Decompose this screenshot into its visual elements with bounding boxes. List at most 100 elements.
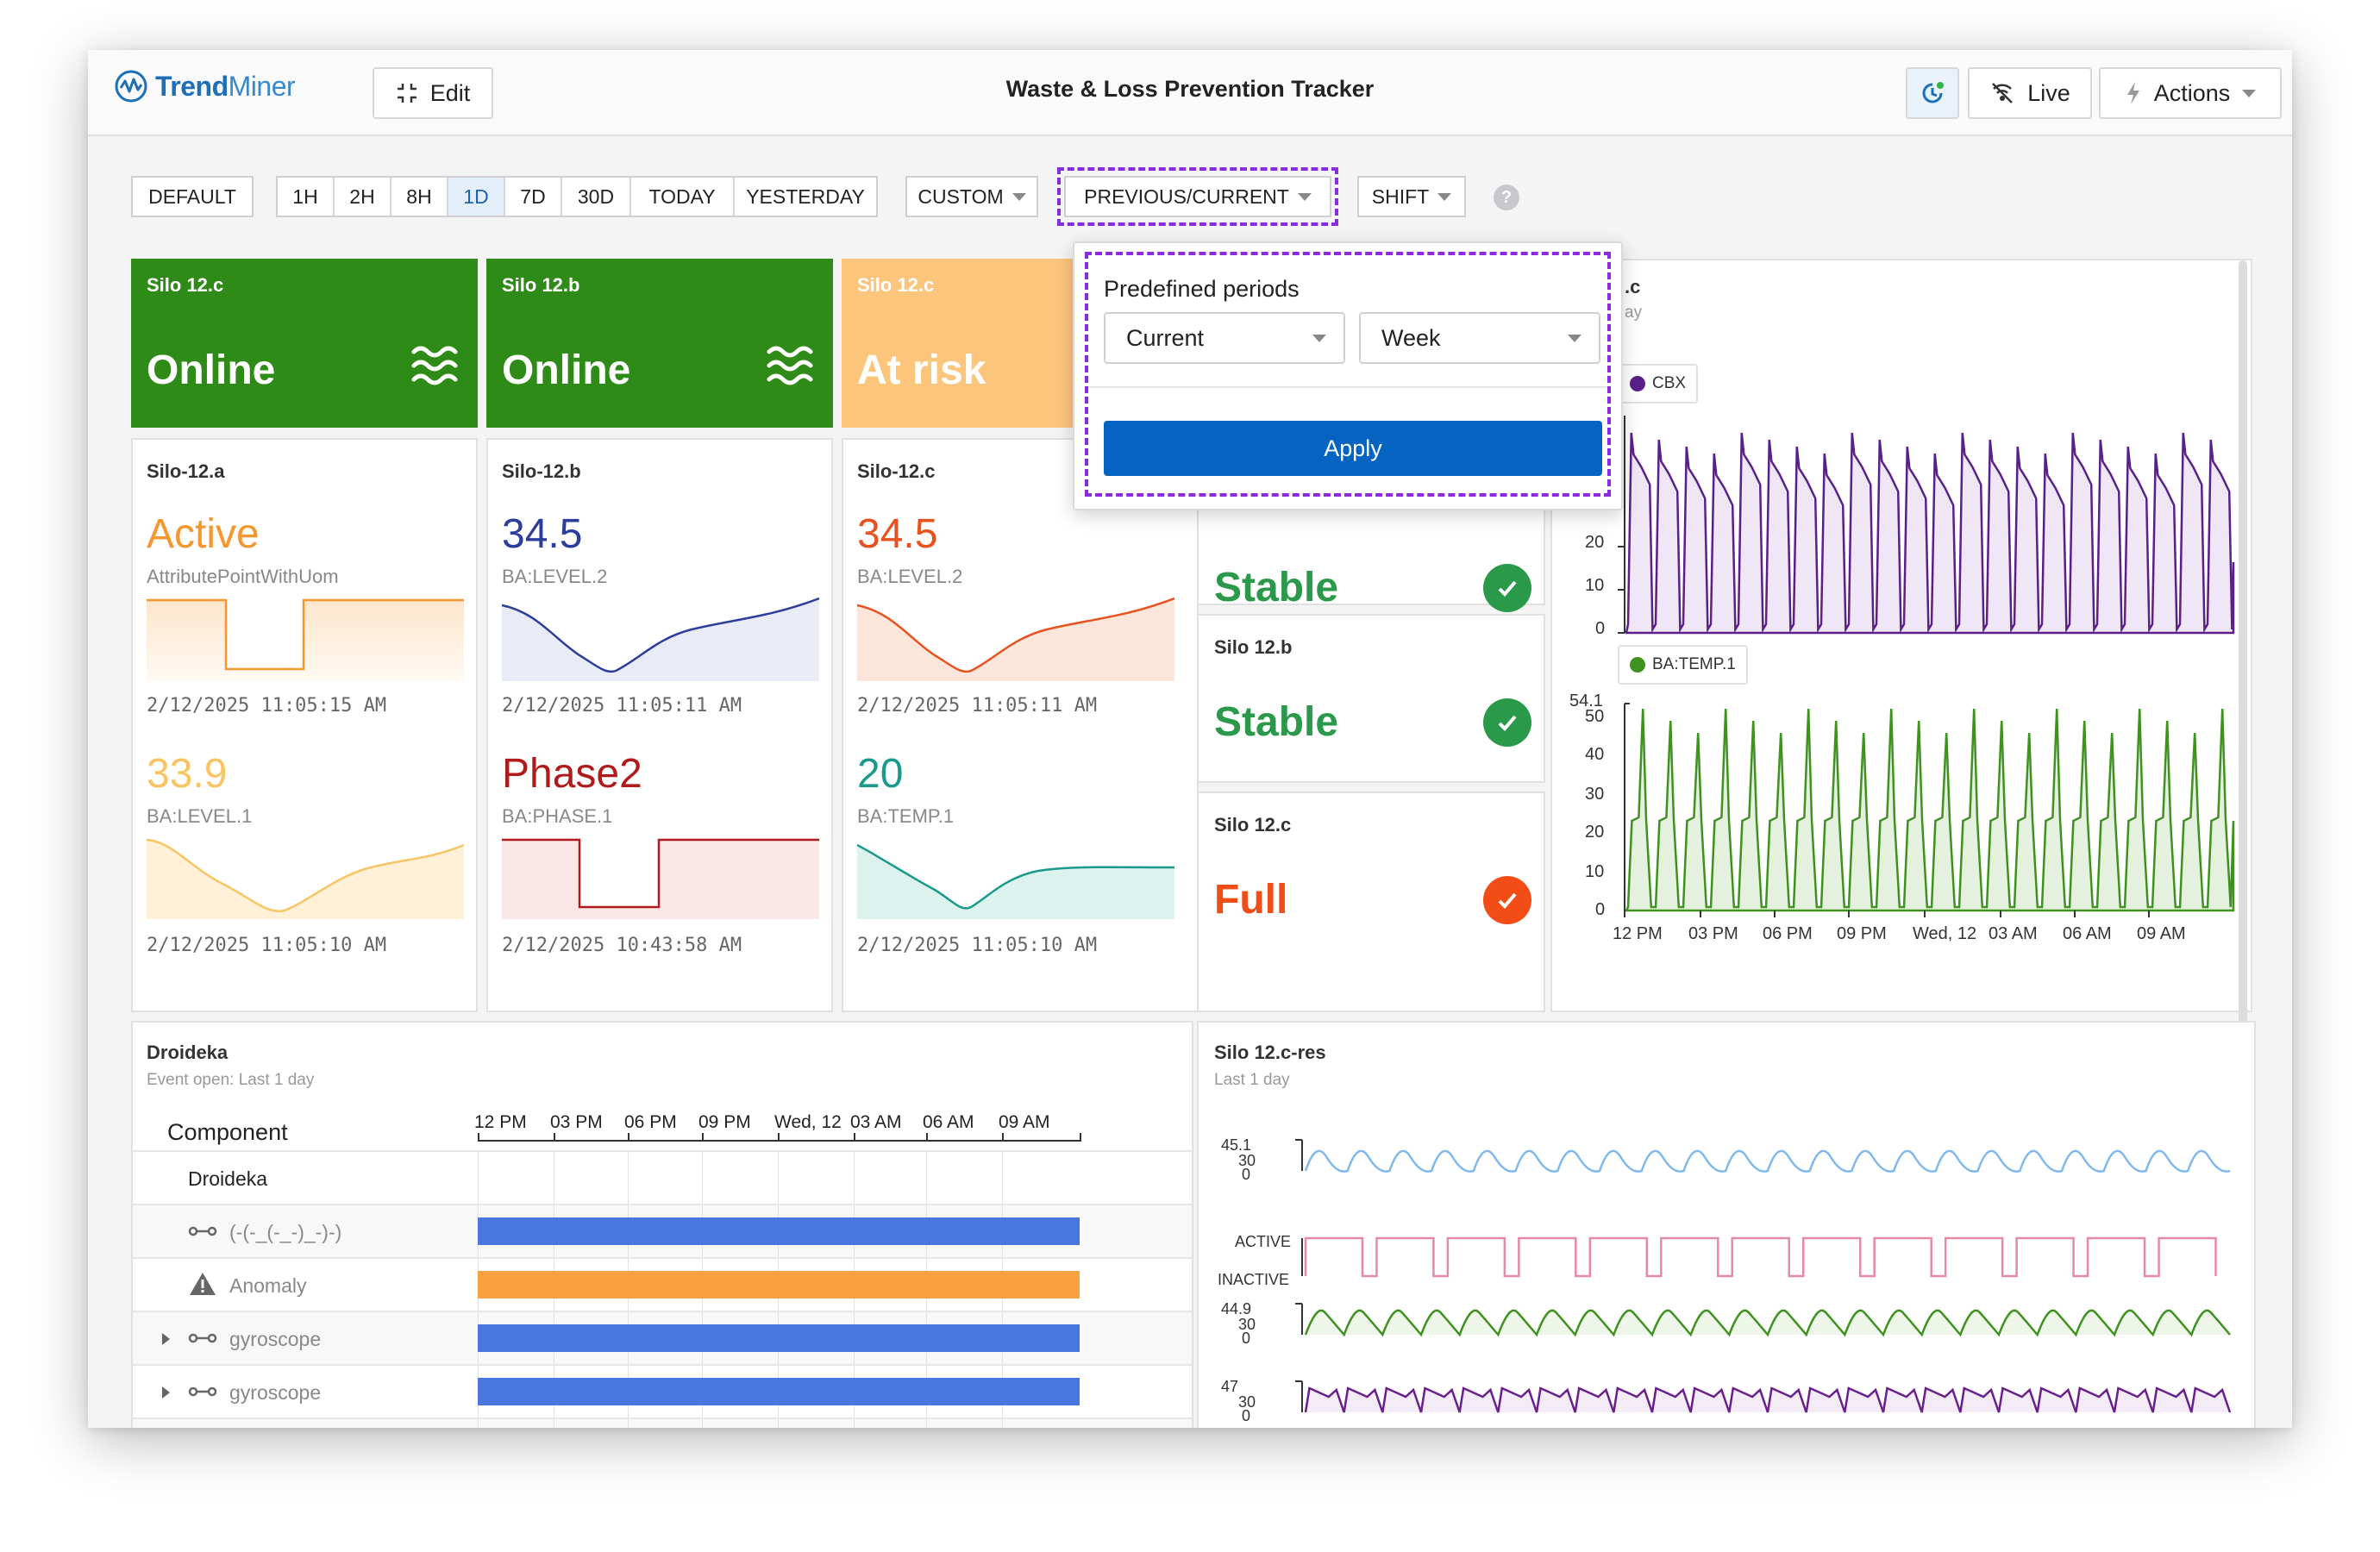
status-tile[interactable]: Silo 12.b Online: [486, 259, 833, 428]
value-card[interactable]: Silo-12.a Active AttributePointWithUom 2…: [131, 438, 478, 1012]
sparkline-step: [502, 838, 819, 919]
stack-trace[interactable]: 47 30 0: [1199, 1378, 2258, 1428]
time-range-selector: 1H 2H 8H 1D 7D 30D TODAY YESTERDAY: [276, 176, 878, 217]
range-1h[interactable]: 1H: [278, 178, 335, 216]
y1-tick: 10: [1585, 576, 1605, 595]
range-8h[interactable]: 8H: [391, 178, 448, 216]
clock-refresh-icon: [1922, 82, 1944, 103]
value-card[interactable]: Silo-12.c 34.5 BA:LEVEL.2 2/12/2025 11:0…: [842, 438, 1199, 1012]
actions-label: Actions: [2153, 79, 2231, 106]
y2-tick: 40: [1585, 745, 1605, 764]
timeline-row[interactable]: Droideka: [133, 1150, 1192, 1205]
live-label: Live: [2027, 79, 2070, 106]
previous-current-label: PREVIOUS/CURRENT: [1084, 185, 1289, 208]
timeline-tick-mark: [702, 1133, 704, 1142]
range-1d[interactable]: 1D: [448, 178, 505, 216]
actions-button[interactable]: Actions: [2099, 67, 2282, 119]
expand-chevron-icon[interactable]: [162, 1333, 170, 1345]
timeline-row[interactable]: gyroscope: [133, 1364, 1192, 1419]
trace-line: [1295, 1380, 2232, 1413]
tile-status: Online: [502, 347, 631, 393]
period-unit-select[interactable]: Week: [1359, 312, 1600, 364]
value-card[interactable]: Silo-12.b 34.5 BA:LEVEL.2 2/12/2025 11:0…: [486, 438, 833, 1012]
timeline-row[interactable]: PI Event Frame: [133, 1417, 1192, 1428]
timeline-row[interactable]: Anomaly: [133, 1257, 1192, 1312]
timeline-row[interactable]: (-(-_(-_-)_-)-): [133, 1204, 1192, 1259]
apply-button[interactable]: Apply: [1104, 421, 1602, 476]
sparkline-trend: [502, 597, 819, 681]
event-bar[interactable]: [478, 1324, 1080, 1352]
temp-chart: [1624, 703, 2235, 917]
range-30d[interactable]: 30D: [562, 178, 631, 216]
trace-line: [1301, 1236, 2217, 1278]
timeline-x-tick: 06 PM: [624, 1112, 677, 1132]
stack-trace[interactable]: 44.9 30 0: [1199, 1300, 2258, 1369]
stacked-trend-card[interactable]: Silo 12.c-res Last 1 day 45.1 30 0 ACTIVE IN…: [1197, 1021, 2256, 1428]
timeline-tick-mark: [778, 1133, 780, 1142]
trace-axis-label: 30: [1238, 1393, 1256, 1411]
card-label: Silo-12.a: [147, 460, 225, 482]
sparkline-step: [147, 598, 464, 681]
primary-timestamp: 2/12/2025 11:05:15 AM: [147, 695, 387, 717]
timeline-row[interactable]: gyroscope: [133, 1311, 1192, 1366]
secondary-value: 20: [857, 751, 904, 797]
chevron-down-icon: [1297, 192, 1312, 201]
apply-label: Apply: [1324, 435, 1382, 461]
legend-temp[interactable]: BA:TEMP.1: [1618, 645, 1748, 685]
lightning-icon: [2126, 82, 2139, 104]
grid-line: [854, 1152, 855, 1205]
event-timeline-card[interactable]: Droideka Event open: Last 1 day Componen…: [131, 1021, 1193, 1428]
shift-dropdown[interactable]: SHIFT: [1357, 176, 1466, 217]
component-column-header: Component: [167, 1119, 288, 1145]
history-button[interactable]: [1906, 67, 1959, 119]
range-today[interactable]: TODAY: [631, 178, 735, 216]
predefined-periods-popover: Predefined periods Current Week Apply: [1073, 241, 1623, 510]
trendminer-logo[interactable]: TrendMiner: [114, 69, 296, 103]
secondary-value: Phase2: [502, 751, 642, 797]
check-circle-icon: [1483, 564, 1531, 612]
range-yesterday[interactable]: YESTERDAY: [746, 185, 865, 208]
edit-label: Edit: [429, 79, 471, 106]
help-icon[interactable]: ?: [1494, 185, 1519, 210]
stack-subtitle: Last 1 day: [1214, 1071, 1290, 1089]
trace-line: [1295, 1139, 2231, 1173]
event-bar[interactable]: [478, 1271, 1080, 1299]
link-icon: [188, 1386, 217, 1397]
default-button[interactable]: DEFAULT: [131, 176, 254, 217]
status-tile[interactable]: Silo 12.c Online: [131, 259, 478, 428]
y1-tick: 20: [1585, 533, 1605, 552]
event-bar[interactable]: [478, 1217, 1080, 1245]
state-card[interactable]: Silo 12.c Full: [1197, 792, 1545, 1012]
legend-cbx[interactable]: CBX: [1618, 364, 1699, 404]
period-mode-select[interactable]: Current: [1104, 312, 1345, 364]
event-bar[interactable]: [478, 1378, 1080, 1405]
state-card[interactable]: Silo 12.b Stable: [1197, 614, 1545, 783]
stack-trace[interactable]: 45.1 30 0: [1199, 1136, 2258, 1205]
stack-trace[interactable]: ACTIVE INACTIVE: [1199, 1221, 2258, 1290]
trend-chart-card[interactable]: .c ay CBX 20 10 0 BA:TEMP.1 54.1 50 40 3…: [1550, 259, 2252, 1321]
range-7d[interactable]: 7D: [505, 178, 562, 216]
range-2h[interactable]: 2H: [335, 178, 391, 216]
timeline-tick-mark: [926, 1133, 928, 1142]
period-mode-value: Current: [1126, 324, 1205, 351]
expand-chevron-icon[interactable]: [162, 1386, 170, 1399]
timeline-x-tick: 03 PM: [550, 1112, 603, 1132]
x-tick-label: 03 PM: [1688, 924, 1738, 943]
x-tick-label: 09 PM: [1837, 924, 1887, 943]
warning-icon: [190, 1273, 216, 1295]
cbx-chart: [1618, 416, 2235, 635]
popover-heading: Predefined periods: [1104, 276, 1300, 302]
legend-dot: [1630, 376, 1645, 391]
tile-status: Online: [147, 347, 276, 393]
grid-line: [778, 1419, 779, 1428]
scrollbar[interactable]: [2239, 260, 2247, 1321]
previous-current-dropdown[interactable]: PREVIOUS/CURRENT: [1064, 176, 1331, 217]
trace-line: [1295, 1303, 2231, 1337]
live-button[interactable]: Live: [1968, 67, 2092, 119]
timeline-row-label: gyroscope: [229, 1381, 322, 1404]
y2-tick: 50: [1585, 707, 1605, 726]
custom-dropdown[interactable]: CUSTOM: [905, 176, 1038, 217]
sparkline-trend: [857, 843, 1174, 919]
timeline-tick-mark: [854, 1133, 855, 1142]
edit-button[interactable]: Edit: [373, 67, 493, 119]
